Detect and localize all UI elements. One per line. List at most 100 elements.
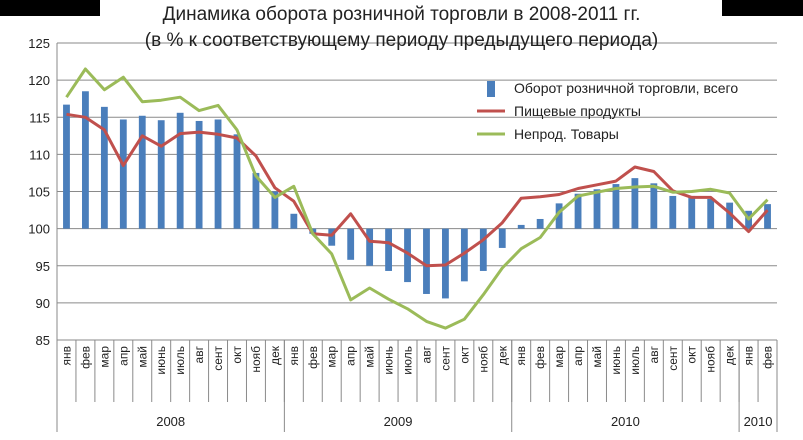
bar	[214, 119, 222, 229]
legend-marker	[487, 81, 495, 97]
x-tick-label: дек	[268, 345, 282, 365]
y-tick-label: 90	[36, 296, 50, 311]
x-tick-label: авг	[192, 345, 206, 363]
x-tick-label: дек	[723, 345, 737, 365]
x-tick-label: мар	[552, 346, 566, 368]
bar	[404, 228, 411, 283]
x-tick-label: фев	[306, 346, 320, 369]
y-tick-label: 120	[28, 73, 50, 88]
x-tick-label: сент	[438, 345, 452, 370]
bar	[157, 120, 165, 229]
x-tick-label: авг	[647, 345, 661, 363]
legend-label: Непрод. Товары	[514, 126, 619, 142]
bar	[271, 191, 279, 229]
y-tick-label: 100	[28, 222, 50, 237]
legend: Оборот розничной торговли, всего Пищевые …	[477, 80, 738, 142]
y-tick-label: 95	[36, 259, 50, 274]
bar	[536, 218, 544, 229]
bar	[233, 134, 241, 229]
chart-title: Динамика оборота розничной торговли в 20…	[162, 4, 641, 25]
x-tick-label: окт	[685, 346, 699, 364]
y-tick-label: 125	[28, 36, 50, 51]
x-tick-label: июль	[401, 346, 415, 375]
bar	[63, 104, 70, 229]
x-tick-label: апр	[116, 346, 130, 366]
chart-subtitle: (в % к соответствующему периоду предыдущ…	[144, 30, 659, 51]
x-tick-label: нояб	[249, 346, 263, 373]
bar	[517, 224, 525, 229]
bar	[555, 203, 563, 229]
bar	[688, 195, 696, 229]
x-tick-label: окт	[230, 346, 244, 364]
x-axis: янв фев мар апр май июнь июль авг сент окт нояб дек…	[56, 340, 778, 432]
year-label: 2008	[156, 414, 185, 429]
bar	[195, 120, 203, 229]
line-series	[65, 67, 769, 330]
bar	[328, 228, 336, 246]
bar	[479, 228, 487, 271]
corner-left	[0, 0, 100, 16]
bar	[366, 228, 374, 266]
bar	[138, 115, 146, 229]
bar	[385, 228, 392, 271]
bar	[176, 112, 184, 229]
series-line	[65, 67, 769, 330]
y-tick-label: 105	[28, 185, 50, 200]
x-tick-label: июнь	[154, 346, 168, 375]
x-tick-label: май	[135, 346, 149, 368]
x-tick-label: июнь	[382, 346, 396, 375]
bar	[631, 178, 639, 229]
bar	[460, 228, 468, 282]
bar	[119, 119, 127, 229]
x-tick-label: дек	[495, 345, 509, 365]
y-tick-label: 85	[36, 333, 50, 348]
bar	[290, 213, 298, 229]
bar	[423, 228, 430, 294]
bar	[252, 172, 260, 229]
x-tick-label: фев	[78, 346, 92, 369]
x-tick-label: янв	[514, 346, 528, 366]
bar	[574, 193, 582, 229]
bar	[726, 202, 734, 229]
legend-label: Пищевые продукты	[514, 103, 641, 119]
corner-right	[722, 0, 803, 16]
bar	[498, 228, 506, 248]
x-tick-label: сент	[666, 345, 680, 370]
x-tick-label: мар	[97, 346, 111, 368]
x-tick-label: окт	[457, 346, 471, 364]
x-tick-label: нояб	[704, 346, 718, 373]
bar	[593, 189, 601, 229]
y-axis: 85 90 95 100 105 110 115 120 125	[28, 36, 58, 348]
bar	[347, 228, 355, 260]
bar	[764, 204, 771, 229]
x-tick-label: фев	[533, 346, 547, 369]
x-tick-label: июль	[628, 346, 642, 375]
x-tick-label: апр	[344, 346, 358, 366]
year-label: 2010	[611, 414, 640, 429]
y-tick-label: 115	[29, 110, 50, 125]
x-tick-label: май	[363, 346, 377, 368]
y-tick-label: 110	[29, 147, 50, 162]
x-tick-label: апр	[571, 346, 585, 366]
bar-series	[63, 91, 771, 299]
bar	[100, 106, 108, 229]
bar	[707, 198, 715, 229]
x-tick-label: янв	[287, 346, 301, 366]
x-tick-label: янв	[60, 346, 74, 366]
x-tick-label: мар	[325, 346, 339, 368]
x-tick-label: янв	[742, 346, 756, 366]
bar	[612, 184, 620, 229]
series-line	[66, 112, 769, 268]
bar	[669, 195, 677, 229]
x-tick-label: июль	[173, 346, 187, 375]
bar	[650, 183, 658, 229]
x-tick-label: май	[590, 346, 604, 368]
year-label: 2009	[384, 414, 413, 429]
bar	[82, 91, 89, 229]
x-tick-label: авг	[420, 345, 434, 363]
x-tick-label: нояб	[476, 346, 490, 373]
year-label: 2010	[744, 414, 773, 429]
legend-label: Оборот розничной торговли, всего	[514, 80, 738, 96]
x-tick-label: сент	[211, 345, 225, 370]
